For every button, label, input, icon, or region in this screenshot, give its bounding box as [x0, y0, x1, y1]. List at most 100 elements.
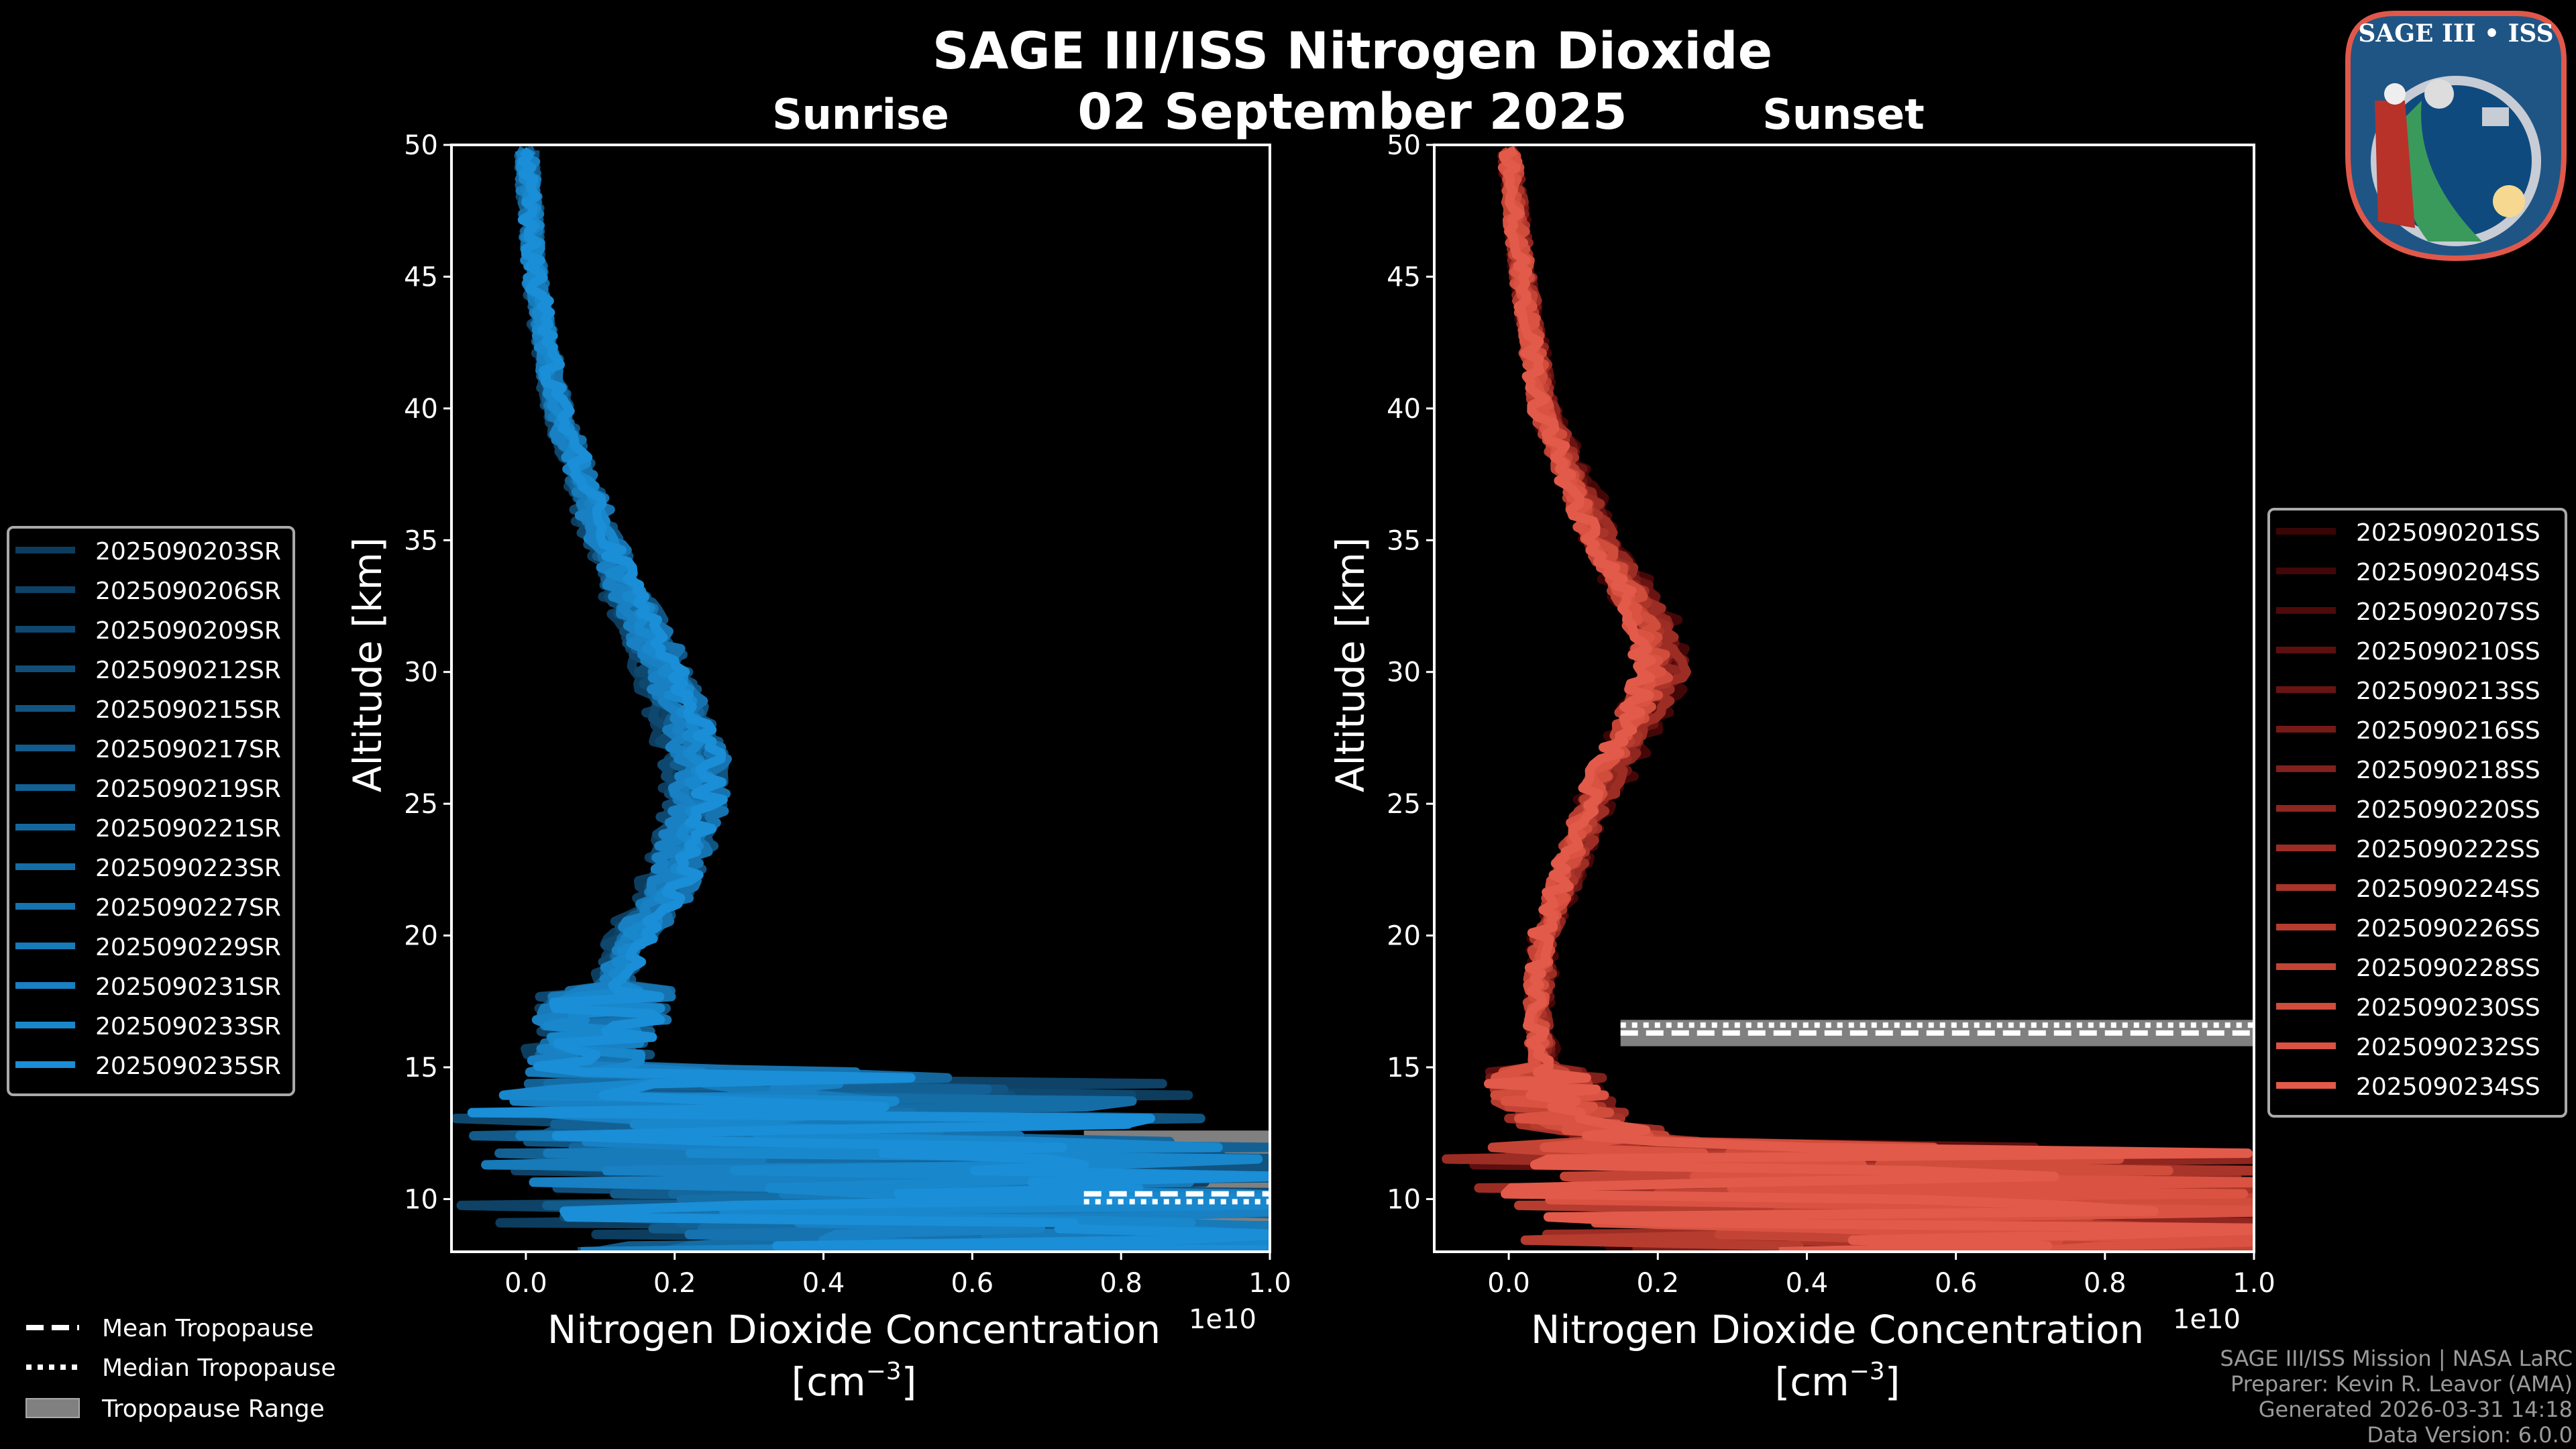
- legend-label: 2025090203SR: [95, 538, 281, 566]
- legend-label: 2025090218SS: [2356, 757, 2540, 784]
- x-tick-label: 0.8: [1099, 1268, 1142, 1299]
- legend-label: 2025090223SR: [95, 855, 281, 882]
- footer-generated: Generated 2026-03-31 14:18: [2259, 1397, 2573, 1422]
- legend-label: 2025090234SS: [2356, 1073, 2540, 1101]
- legend-box: [7, 526, 295, 1096]
- x-tick-label: 0.6: [951, 1268, 994, 1299]
- x-tick-label: 0.4: [802, 1268, 845, 1299]
- legend-label: 2025090230SS: [2356, 994, 2540, 1022]
- x-tick-label: 0.8: [2084, 1268, 2127, 1299]
- footer-preparer: Preparer: Kevin R. Leavor (AMA): [2231, 1371, 2573, 1397]
- legend-label: 2025090229SR: [95, 934, 281, 961]
- y-tick-label: 15: [404, 1053, 438, 1083]
- legend-label: 2025090233SR: [95, 1013, 281, 1040]
- x-tick-label: 0.0: [1487, 1268, 1530, 1299]
- figure-title: SAGE III/ISS Nitrogen Dioxide: [932, 21, 1772, 80]
- legend-label: 2025090222SS: [2356, 836, 2540, 863]
- profile-line-2025090234SS: [1484, 146, 2254, 1252]
- unit-base: [cm: [1775, 1359, 1849, 1405]
- x-tick-label: 0.0: [504, 1268, 547, 1299]
- sunrise-plot-content: [451, 146, 1270, 1252]
- legend-label: 2025090226SS: [2356, 915, 2540, 943]
- legend-label: 2025090232SS: [2356, 1034, 2540, 1061]
- sunset-panel: 10 15 20 25 30 35 40 45 50 0.0 0.2 0.4 0.6 0.8 1.0 1e10…: [1328, 130, 2275, 1405]
- unit-end: ]: [902, 1359, 917, 1405]
- x-tick-label: 0.6: [1935, 1268, 1978, 1299]
- x-axis-unit: [cm−3]: [1775, 1358, 1900, 1405]
- tropopause-range-label: Tropopause Range: [101, 1395, 325, 1423]
- legend-label: 2025090213SS: [2356, 678, 2540, 705]
- unit-exponent: −3: [1849, 1358, 1885, 1385]
- unit-exponent: −3: [866, 1358, 902, 1385]
- legend-box: [2267, 508, 2567, 1118]
- y-tick-label: 50: [1387, 130, 1421, 161]
- y-tick-label: 30: [404, 657, 438, 688]
- legend-label: 2025090216SS: [2356, 717, 2540, 745]
- legend-label: 2025090224SS: [2356, 875, 2540, 903]
- unit-base: [cm: [792, 1359, 866, 1405]
- y-tick-label: 35: [404, 525, 438, 556]
- tropopause-range-handle: [25, 1398, 80, 1418]
- legend-label: 2025090231SR: [95, 973, 281, 1001]
- y-tick-label: 20: [1387, 921, 1421, 952]
- legend-label: 2025090204SS: [2356, 559, 2540, 586]
- footer-version: Data Version: 6.0.0: [2367, 1422, 2573, 1448]
- legend-label: 2025090228SS: [2356, 955, 2540, 982]
- sunset-axes-frame: [1433, 144, 2255, 1253]
- y-tick-label: 50: [404, 130, 438, 161]
- legend-label: 2025090212SR: [95, 657, 281, 684]
- legend-label: 2025090219SR: [95, 775, 281, 803]
- legend-label: 2025090210SS: [2356, 638, 2540, 665]
- median-tropopause-label: Median Tropopause: [102, 1354, 336, 1382]
- legend-label: 2025090220SS: [2356, 796, 2540, 824]
- legend-label: 2025090215SR: [95, 696, 281, 724]
- x-axis-unit: [cm−3]: [792, 1358, 917, 1405]
- y-tick-label: 30: [1387, 657, 1421, 688]
- legend-label: 2025090207SS: [2356, 598, 2540, 626]
- sunrise-panel: 10 15 20 25 30 35 40 45 50 0.0 0.2 0.4 0.6 0.8 1.0 1e10…: [345, 130, 1291, 1405]
- y-tick-label: 35: [1387, 525, 1421, 556]
- sage-iss-logo: SAGE III • ISS: [2345, 11, 2567, 262]
- legend-label: 2025090209SR: [95, 617, 281, 645]
- sunrise-legend: 2025090203SR 2025090206SR 2025090209SR 2025…: [7, 526, 295, 1096]
- x-offset-text: 1e10: [2173, 1304, 2241, 1335]
- y-tick-label: 20: [404, 921, 438, 952]
- y-tick-label: 40: [1387, 394, 1421, 425]
- x-offset-text: 1e10: [1189, 1304, 1256, 1335]
- sunset-legend: 2025090201SS 2025090204SS 2025090207SS 2025…: [2267, 508, 2567, 1118]
- panel-title-sunset: Sunset: [1762, 90, 1925, 139]
- y-tick-label: 40: [404, 394, 438, 425]
- tropopause-legend: Mean Tropopause Median Tropopause Tropop…: [25, 1315, 336, 1423]
- y-tick-label: 45: [1387, 262, 1421, 292]
- y-tick-label: 10: [1387, 1184, 1421, 1215]
- profile-line-2025090235SR: [467, 146, 1270, 1252]
- mean-tropopause-label: Mean Tropopause: [102, 1315, 314, 1342]
- y-tick-label: 10: [404, 1184, 438, 1215]
- sunset-plot-content: [1442, 146, 2254, 1252]
- y-tick-label: 25: [1387, 789, 1421, 820]
- x-axis-label: Nitrogen Dioxide Concentration: [547, 1307, 1161, 1352]
- legend-label: 2025090235SR: [95, 1053, 281, 1080]
- panel-title-sunrise: Sunrise: [772, 90, 949, 139]
- y-axis-label: Altitude [km]: [345, 537, 390, 792]
- x-axis-label: Nitrogen Dioxide Concentration: [1531, 1307, 2144, 1352]
- legend-label: 2025090227SR: [95, 894, 281, 922]
- legend-label: 2025090201SS: [2356, 519, 2540, 547]
- legend-label: 2025090217SR: [95, 736, 281, 763]
- y-tick-label: 45: [404, 262, 438, 292]
- y-axis-label: Altitude [km]: [1328, 537, 1373, 792]
- legend-label: 2025090206SR: [95, 578, 281, 605]
- x-tick-label: 0.2: [1636, 1268, 1679, 1299]
- sunrise-axes-frame: [450, 144, 1271, 1253]
- y-tick-label: 25: [404, 789, 438, 820]
- x-tick-label: 0.2: [653, 1268, 696, 1299]
- footer-credits: SAGE III/ISS Mission | NASA LaRC Prepare…: [2220, 1346, 2573, 1448]
- x-tick-label: 1.0: [1248, 1268, 1291, 1299]
- logo-title: SAGE III • ISS: [2358, 19, 2553, 48]
- unit-end: ]: [1885, 1359, 1900, 1405]
- footer-mission: SAGE III/ISS Mission | NASA LaRC: [2220, 1346, 2573, 1371]
- legend-label: 2025090221SR: [95, 815, 281, 843]
- y-tick-label: 15: [1387, 1053, 1421, 1083]
- x-tick-label: 0.4: [1786, 1268, 1829, 1299]
